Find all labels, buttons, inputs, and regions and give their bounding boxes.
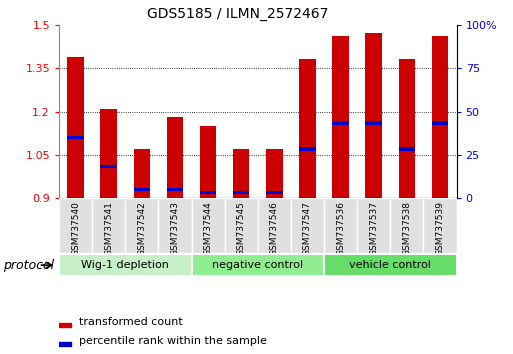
Text: GSM737540: GSM737540 xyxy=(71,201,80,256)
Bar xyxy=(200,126,216,198)
Bar xyxy=(357,198,390,253)
Bar xyxy=(258,198,291,253)
Bar xyxy=(266,191,283,194)
Text: GSM737545: GSM737545 xyxy=(236,201,246,256)
Bar xyxy=(133,149,150,198)
Text: protocol: protocol xyxy=(3,259,54,272)
Text: percentile rank within the sample: percentile rank within the sample xyxy=(79,336,267,346)
Bar xyxy=(59,198,92,253)
Bar xyxy=(233,191,249,194)
Bar xyxy=(399,147,415,151)
Bar xyxy=(324,198,357,253)
Bar xyxy=(390,198,423,253)
Bar xyxy=(233,149,249,198)
Bar xyxy=(200,191,216,194)
Text: GSM737536: GSM737536 xyxy=(336,201,345,256)
Text: transformed count: transformed count xyxy=(79,316,183,327)
Bar xyxy=(266,149,283,198)
Bar xyxy=(191,198,225,253)
Bar xyxy=(167,188,183,191)
Text: GSM737546: GSM737546 xyxy=(270,201,279,256)
Text: GSM737544: GSM737544 xyxy=(204,201,212,256)
Bar xyxy=(399,59,415,198)
Text: Wig-1 depletion: Wig-1 depletion xyxy=(82,260,169,270)
Bar xyxy=(432,121,448,125)
Bar xyxy=(365,121,382,125)
Bar xyxy=(59,323,71,327)
Title: GDS5185 / ILMN_2572467: GDS5185 / ILMN_2572467 xyxy=(147,7,329,21)
Bar xyxy=(423,198,457,253)
Text: negative control: negative control xyxy=(212,260,303,270)
Text: GSM737542: GSM737542 xyxy=(137,201,146,256)
Bar xyxy=(101,109,117,198)
Bar xyxy=(332,121,349,125)
Bar xyxy=(191,254,324,276)
Text: vehicle control: vehicle control xyxy=(349,260,431,270)
Text: GSM737537: GSM737537 xyxy=(369,201,378,256)
Text: GSM737538: GSM737538 xyxy=(402,201,411,256)
Bar xyxy=(299,59,316,198)
Bar xyxy=(159,198,191,253)
Bar xyxy=(59,342,71,346)
Bar xyxy=(92,198,125,253)
Bar xyxy=(291,198,324,253)
Bar xyxy=(324,254,457,276)
Text: GSM737543: GSM737543 xyxy=(170,201,180,256)
Bar xyxy=(125,198,159,253)
Bar xyxy=(432,36,448,198)
Bar xyxy=(67,57,84,198)
Text: GSM737547: GSM737547 xyxy=(303,201,312,256)
Bar xyxy=(332,36,349,198)
Text: GSM737541: GSM737541 xyxy=(104,201,113,256)
Bar xyxy=(133,188,150,191)
Bar xyxy=(67,136,84,139)
Bar xyxy=(101,165,117,168)
Text: GSM737539: GSM737539 xyxy=(436,201,444,256)
Bar xyxy=(167,117,183,198)
Bar xyxy=(299,147,316,151)
Bar xyxy=(365,33,382,198)
Bar xyxy=(225,198,258,253)
Bar xyxy=(59,254,191,276)
